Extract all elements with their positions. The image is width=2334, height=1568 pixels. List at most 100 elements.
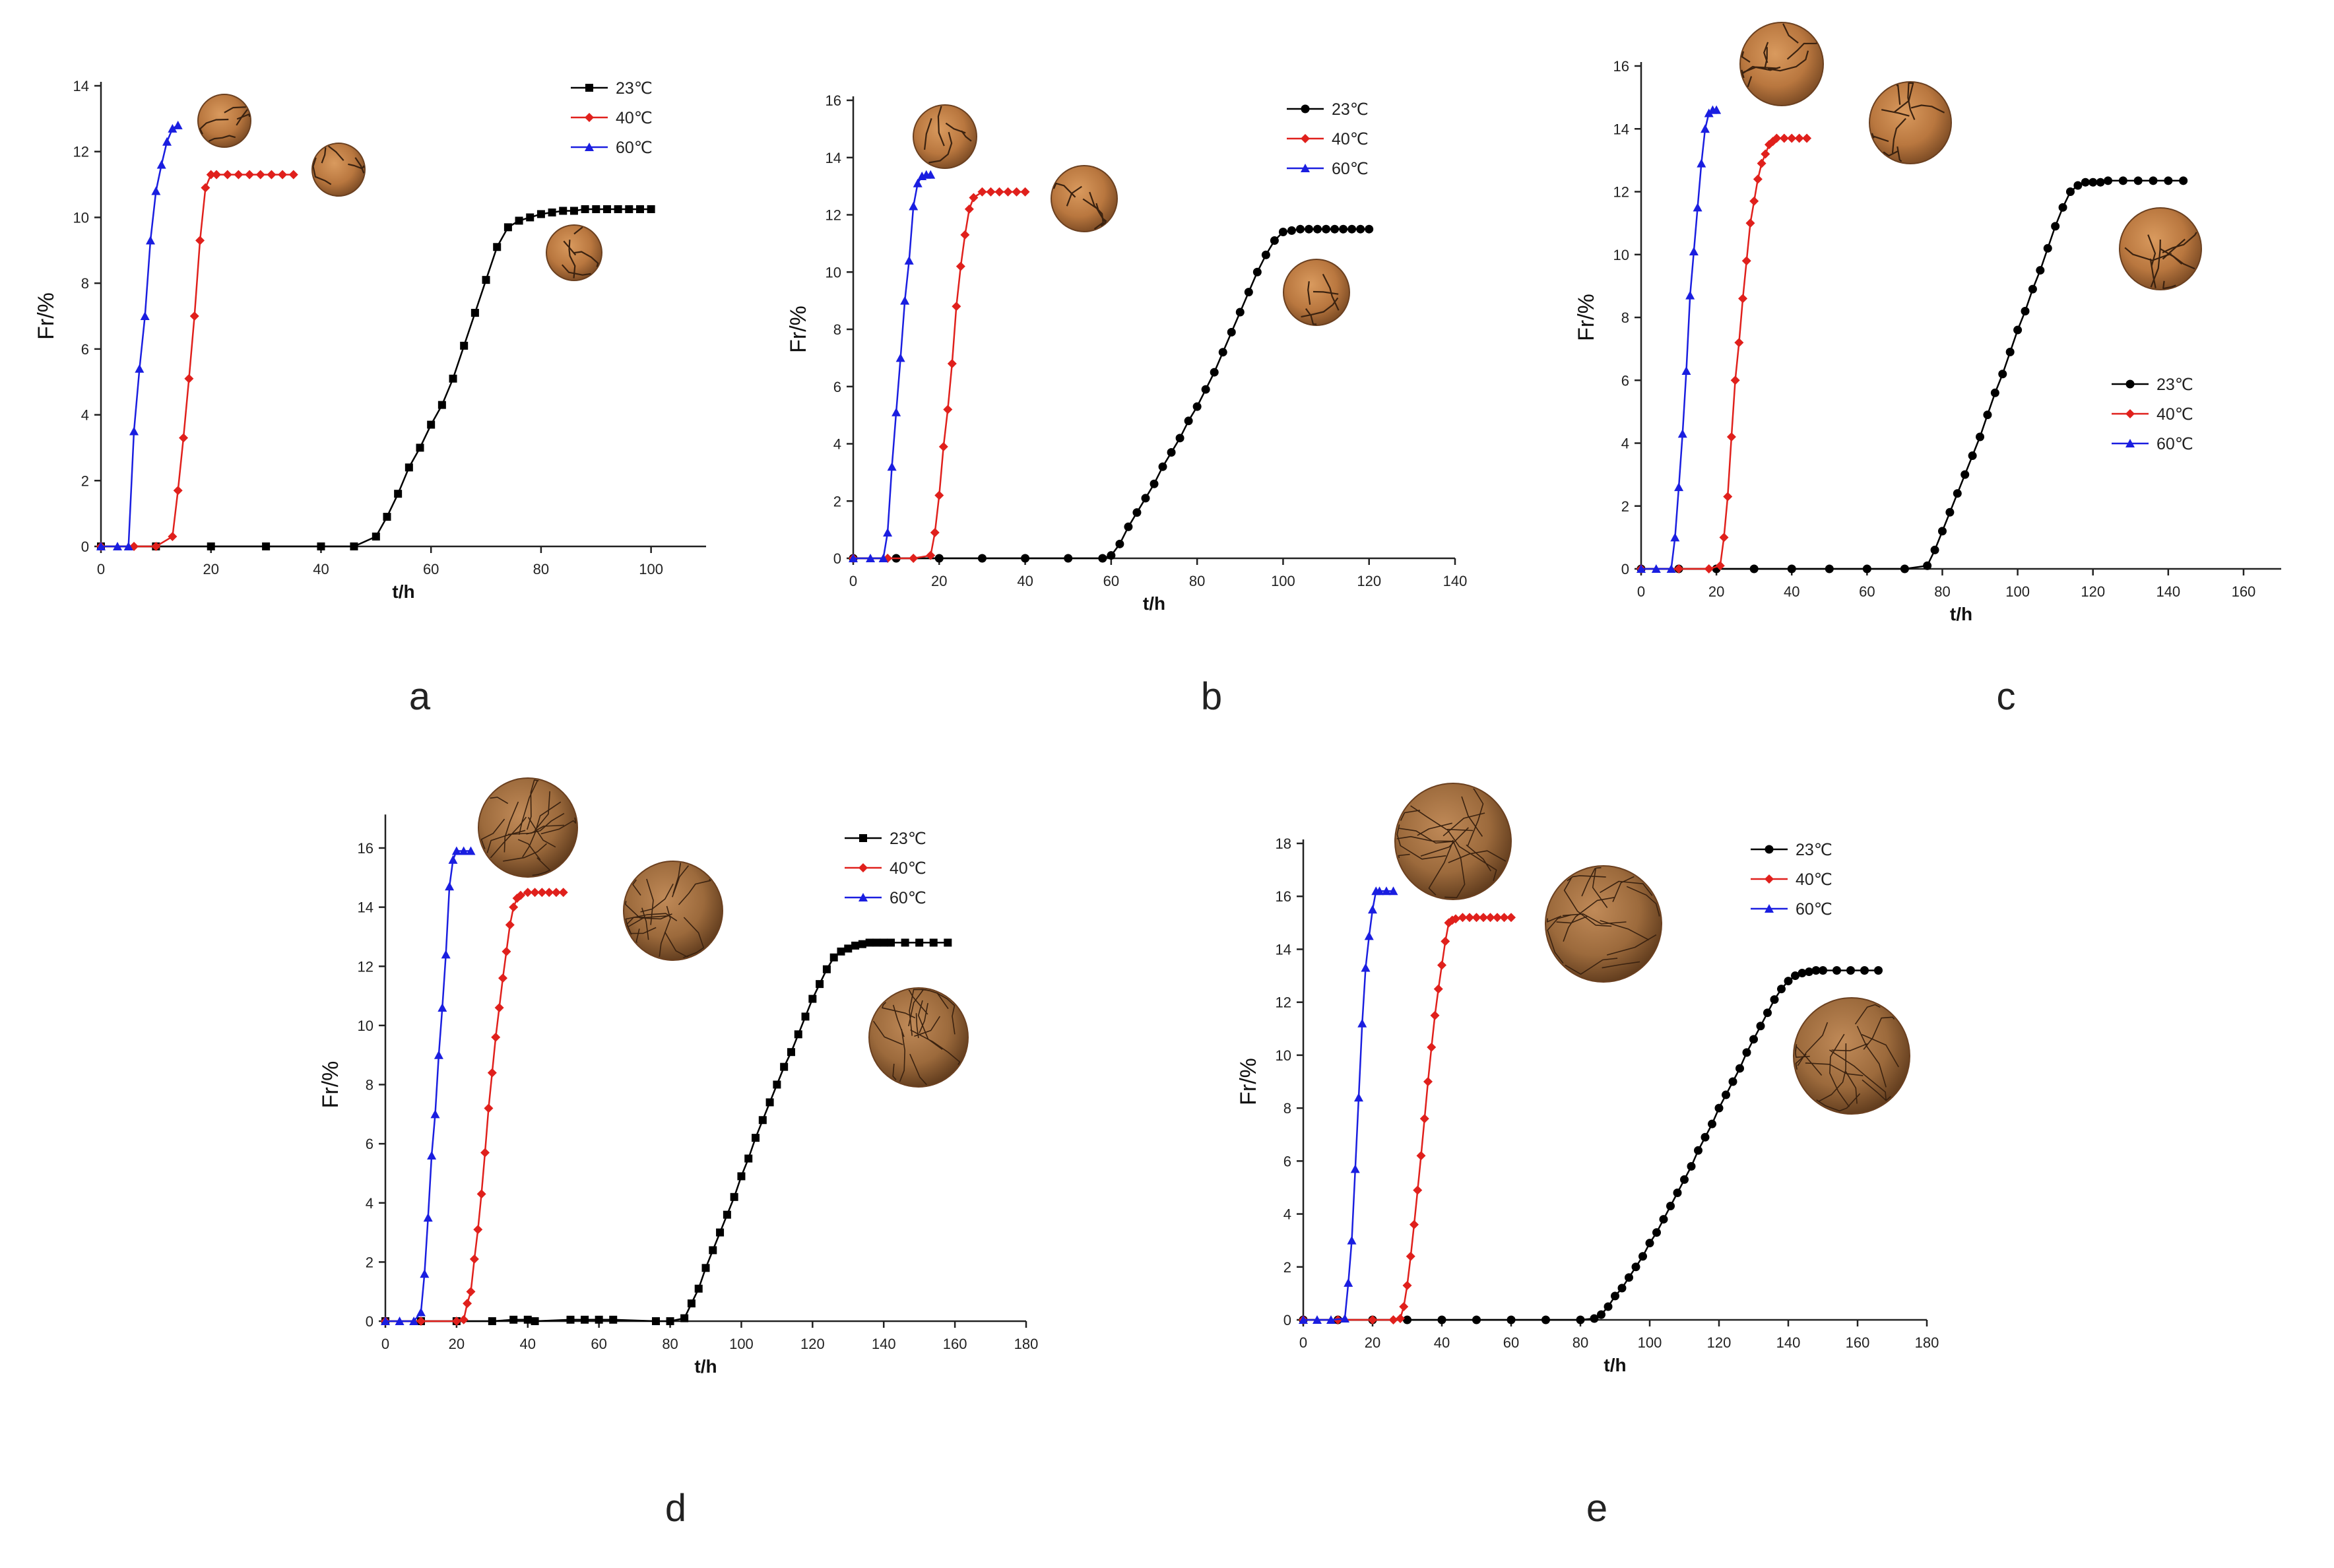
data-point — [1430, 1010, 1440, 1020]
data-point — [883, 527, 893, 537]
y-tick-label: 8 — [1283, 1100, 1291, 1117]
data-point — [1794, 133, 1804, 143]
legend-label: 23℃ — [1332, 100, 1369, 119]
data-point — [1382, 886, 1391, 896]
data-point — [482, 276, 490, 284]
x-tick-label: 20 — [203, 561, 218, 577]
soil-sample-photo — [478, 777, 578, 878]
data-point — [394, 490, 403, 498]
data-point — [1419, 1114, 1429, 1124]
data-point — [1745, 218, 1755, 228]
data-point — [416, 443, 424, 452]
data-point — [427, 1151, 437, 1160]
data-point — [787, 1048, 795, 1057]
legend: 23℃ 40℃ 60℃ — [845, 830, 926, 907]
x-tick-label: 140 — [1776, 1334, 1801, 1351]
x-tick-label: 20 — [1365, 1334, 1380, 1351]
panel-caption: a — [409, 675, 431, 718]
legend: 23℃ 40℃ 60℃ — [1751, 841, 1832, 919]
data-point — [1726, 432, 1736, 441]
legend-label: 23℃ — [2156, 376, 2193, 394]
legend-marker — [1301, 164, 1310, 172]
data-point — [530, 888, 540, 898]
data-point — [1368, 1315, 1377, 1324]
data-point — [1784, 977, 1793, 986]
legend-label: 60℃ — [1332, 160, 1369, 178]
data-point — [1753, 174, 1763, 184]
data-point — [1326, 1315, 1336, 1324]
data-point — [635, 205, 644, 213]
data-point — [609, 1315, 618, 1324]
soil-sample-photo — [623, 861, 723, 961]
data-point — [865, 938, 874, 947]
data-point — [1976, 432, 1985, 441]
x-tick-label: 100 — [1638, 1334, 1662, 1351]
data-point — [267, 170, 276, 180]
data-point — [1805, 967, 1813, 977]
data-point — [173, 486, 183, 496]
data-point — [1115, 539, 1124, 548]
data-point — [434, 1050, 443, 1059]
legend-label: 60℃ — [2156, 435, 2193, 453]
data-point — [1472, 1315, 1481, 1324]
data-point — [1770, 995, 1779, 1004]
series-40℃ — [1299, 913, 1516, 1324]
panel-caption: b — [1201, 675, 1222, 718]
data-point — [537, 888, 547, 898]
data-point — [1689, 246, 1699, 255]
data-point — [1433, 984, 1443, 994]
data-point — [1604, 1302, 1613, 1311]
x-tick-label: 100 — [729, 1336, 754, 1352]
data-point — [887, 462, 897, 471]
data-point — [887, 938, 895, 947]
soil-sample-photo — [311, 143, 366, 197]
data-point — [1402, 1280, 1412, 1290]
data-point — [2096, 178, 2105, 187]
y-tick-label: 10 — [826, 264, 841, 280]
data-point — [463, 1299, 472, 1309]
data-point — [891, 407, 901, 416]
data-point — [2073, 181, 2083, 190]
legend-label: 23℃ — [616, 79, 653, 98]
data-point — [614, 205, 622, 213]
data-point — [201, 183, 211, 193]
data-point — [1617, 1284, 1627, 1293]
series-line — [385, 942, 948, 1323]
legend: 23℃ 40℃ 60℃ — [1287, 100, 1369, 178]
data-point — [904, 255, 914, 265]
chart-panel-d: 0 20 40 60 80 100 120 140 160 180 0 2 4 6 8 10 12 14 16 t/h… — [318, 777, 1038, 1530]
data-point — [909, 201, 919, 211]
data-point — [1413, 1185, 1423, 1195]
data-point — [1652, 1228, 1661, 1237]
y-tick-label: 2 — [833, 493, 841, 509]
data-point — [947, 359, 957, 369]
series-line — [1303, 917, 1511, 1321]
x-tick-label: 160 — [2232, 583, 2256, 600]
data-point — [179, 433, 189, 443]
x-tick-label: 140 — [2156, 583, 2180, 600]
data-point — [470, 309, 479, 317]
data-point — [1416, 1151, 1426, 1161]
series-60℃ — [849, 170, 936, 562]
y-axis-label: Fr/% — [786, 306, 811, 353]
data-point — [822, 965, 831, 973]
soil-sample-photo — [1739, 22, 1824, 106]
legend-marker — [1765, 845, 1774, 854]
legend-label: 40℃ — [890, 859, 926, 878]
y-tick-label: 4 — [833, 436, 841, 453]
legend-label: 40℃ — [616, 109, 653, 127]
data-point — [1507, 1315, 1516, 1324]
data-point — [1396, 1313, 1405, 1323]
data-point — [515, 216, 523, 225]
data-point — [1701, 124, 1710, 133]
data-point — [1507, 913, 1516, 923]
series-line — [385, 850, 471, 1323]
data-point — [2036, 266, 2045, 275]
data-point — [666, 1317, 674, 1325]
data-point — [1704, 564, 1714, 573]
data-point — [1210, 368, 1219, 377]
data-point — [929, 938, 938, 947]
data-point — [484, 1103, 494, 1113]
x-tick-label: 80 — [533, 561, 549, 577]
data-point — [430, 1109, 440, 1119]
